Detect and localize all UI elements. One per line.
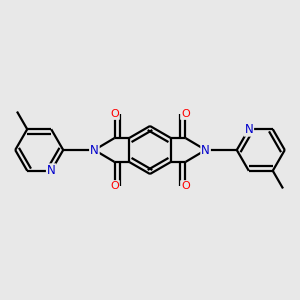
Text: N: N (47, 164, 56, 177)
Text: N: N (244, 123, 253, 136)
Text: O: O (181, 181, 190, 191)
Text: N: N (90, 143, 99, 157)
Text: N: N (201, 143, 210, 157)
Text: O: O (110, 109, 119, 119)
Text: O: O (181, 109, 190, 119)
Text: O: O (110, 181, 119, 191)
